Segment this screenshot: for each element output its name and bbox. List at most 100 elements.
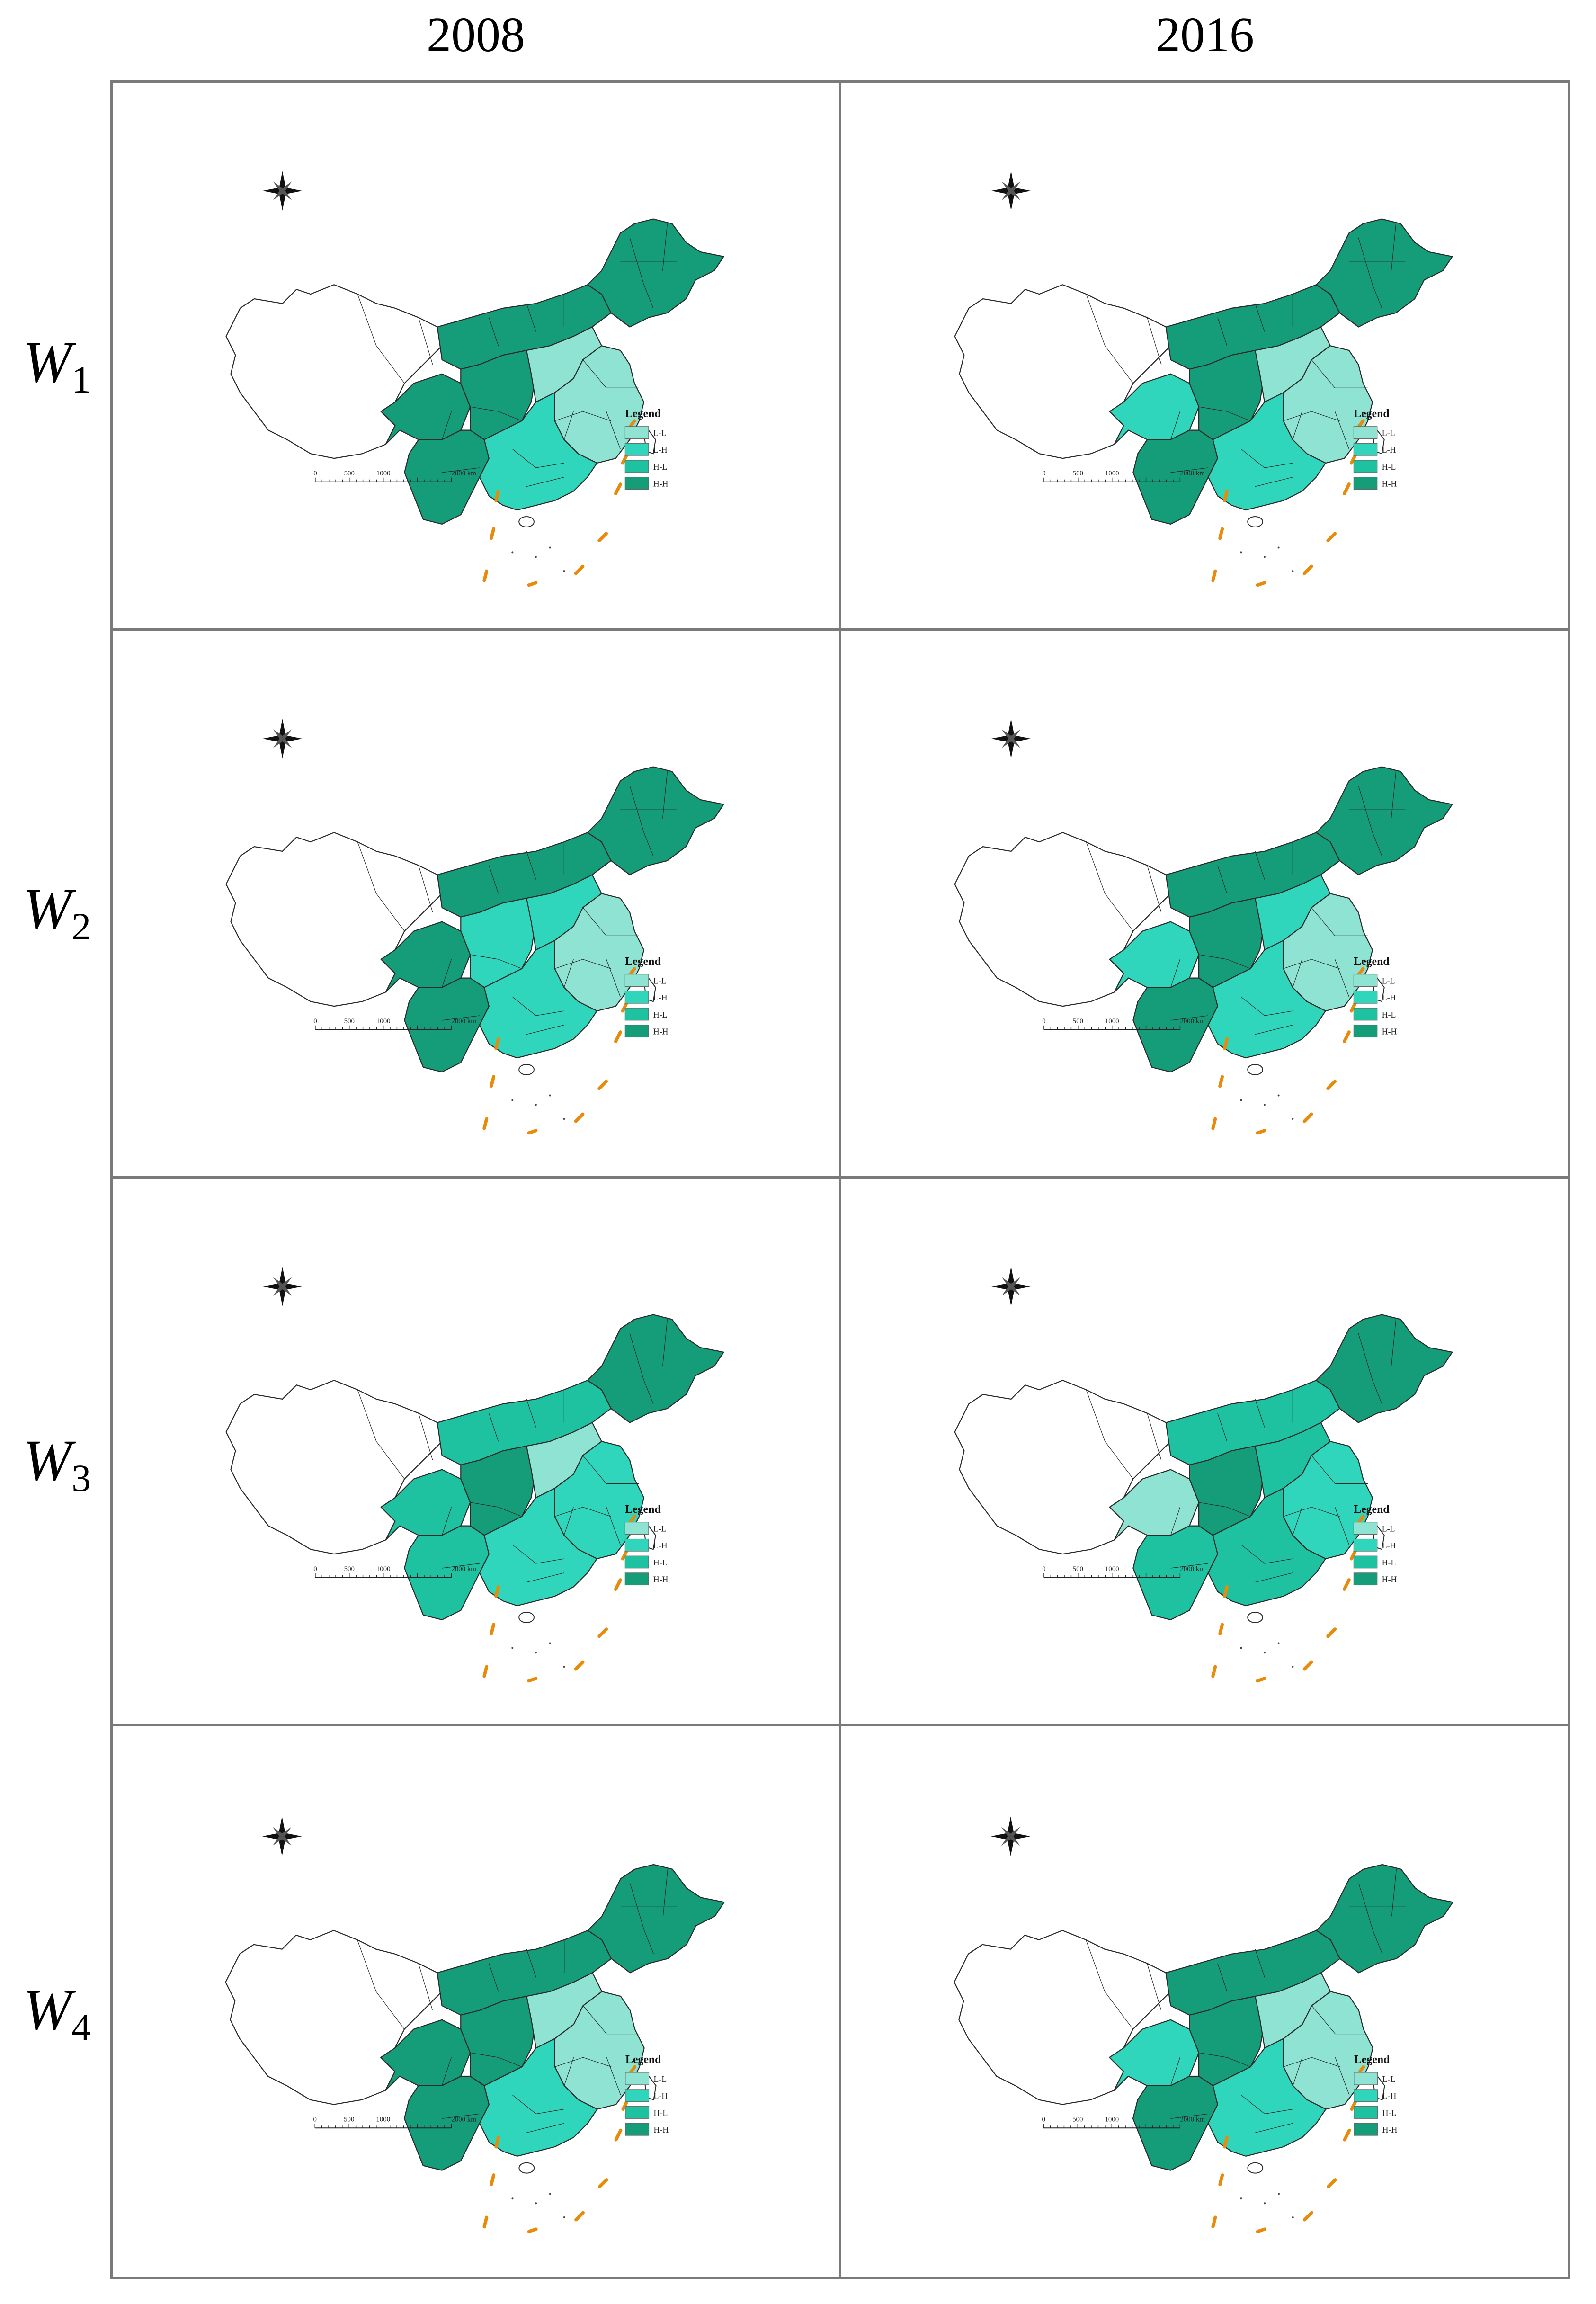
scale-tick-label: 500 [344, 1565, 355, 1573]
nine-dash-segment [1218, 1623, 1224, 1636]
province-boundary [357, 294, 405, 384]
legend-swatch [1353, 443, 1378, 456]
small-island [535, 2202, 537, 2205]
province-boundary [418, 1413, 433, 1461]
legend-item-label: L-L [1382, 1524, 1395, 1534]
small-island [549, 546, 551, 549]
small-island [1240, 2197, 1242, 2200]
nine-dash-segment [597, 1080, 608, 1090]
scale-tick-label: 500 [1073, 1565, 1083, 1573]
map-legend: Legend L-L L-H H-L H-H [1353, 408, 1397, 490]
region-southwest [404, 429, 490, 525]
scale-bar: 0 500 1000 2000 km [1042, 1565, 1205, 1578]
province-boundary [470, 1502, 522, 1517]
province-boundary [582, 1455, 640, 1484]
nine-dash-segment [527, 1677, 538, 1683]
map-panel-w2-2008: 0 500 1000 2000 km Legend L-L L-H H-L H-H [110, 628, 841, 1179]
province-boundary [1217, 1963, 1228, 1992]
province-boundary [1358, 785, 1382, 857]
legend-swatch [624, 974, 649, 987]
scale-tick-label: 2000 km [1180, 1018, 1205, 1025]
scale-tick-label: 2000 km [1180, 1565, 1205, 1573]
region-south [479, 940, 597, 1059]
province-boundary [526, 1025, 564, 1035]
scale-bar: 0 500 1000 2000 km [1042, 1018, 1205, 1030]
province-boundary [1391, 771, 1397, 819]
nine-dash-segment [1326, 2178, 1337, 2188]
legend-item-label: L-H [1382, 1541, 1396, 1550]
legend-item-label: L-H [653, 1541, 668, 1550]
legend-swatch [1353, 1522, 1378, 1535]
map-panel-w2-2016: 0 500 1000 2000 km Legend L-L L-H H-L H-H [839, 628, 1570, 1179]
province-boundary [582, 359, 640, 389]
legend-swatch [624, 1555, 649, 1569]
scale-tick-label: 2000 km [451, 1565, 476, 1573]
region-northeast [1315, 1314, 1453, 1423]
north-arrow-icon [990, 1816, 1031, 1857]
region-southwest [1132, 1525, 1218, 1621]
legend-swatch [1354, 2072, 1378, 2085]
north-arrow-icon [262, 1267, 303, 1306]
province-boundary [1240, 448, 1293, 468]
province-boundary [1255, 851, 1265, 880]
legend-item-label: H-L [653, 1558, 668, 1567]
map-legend: Legend L-L L-H H-L H-H [624, 1503, 669, 1586]
small-island [563, 570, 565, 572]
nine-dash-segment [494, 1037, 500, 1050]
map-panel-w1-2008: 0 500 1000 2000 km Legend L-L L-H H-L H-H [110, 80, 841, 631]
small-island [1263, 1104, 1266, 1106]
nine-dash-segment [1303, 2211, 1314, 2222]
province-boundary [1170, 959, 1181, 988]
province-boundary [563, 1507, 574, 1536]
province-boundary [526, 2123, 564, 2133]
row-header-w1: W1 [23, 330, 91, 401]
legend-title: Legend [625, 956, 660, 968]
scale-tick-label: 0 [313, 2116, 316, 2123]
region-northeast [1315, 218, 1453, 328]
legend-item-label: H-L [653, 1010, 668, 1019]
province-boundary [606, 411, 621, 449]
nine-dash-segment [1256, 1129, 1266, 1135]
nine-dash-segment [1211, 1665, 1217, 1678]
row-header-w4: W4 [23, 1977, 91, 2049]
province-boundary [629, 1333, 654, 1404]
north-arrow-icon [262, 1816, 302, 1857]
legend-title: Legend [625, 2054, 661, 2066]
small-island [535, 1652, 537, 1654]
region-south [1207, 1488, 1326, 1607]
nine-dash-segment [614, 2128, 623, 2142]
legend-swatch [624, 1522, 649, 1535]
row-header-w3: W3 [23, 1428, 91, 1500]
scale-tick-label: 2000 km [451, 1018, 476, 1025]
scale-tick-label: 500 [344, 1018, 355, 1025]
legend-swatch [1353, 1025, 1378, 1038]
province-boundary [1170, 467, 1209, 473]
legend-title: Legend [1354, 408, 1389, 420]
province-boundary [512, 2095, 564, 2115]
province-boundary [1292, 959, 1302, 988]
small-island [1240, 1647, 1242, 1649]
province-boundary [1311, 359, 1368, 389]
region-south [1207, 392, 1326, 511]
nine-dash-segment [494, 1585, 500, 1598]
scale-tick-label: 0 [1042, 2116, 1045, 2123]
province-boundary [1311, 1455, 1368, 1484]
scale-tick-label: 500 [344, 470, 355, 477]
scale-tick-label: 500 [344, 2116, 354, 2123]
legend-item-label: L-L [653, 1524, 667, 1534]
nine-dash-segment [1256, 581, 1266, 587]
province-boundary [554, 1507, 611, 1517]
small-island [511, 2197, 514, 2200]
north-arrow-icon [991, 719, 1031, 759]
province-boundary [1217, 317, 1228, 346]
legend-swatch [1353, 991, 1378, 1004]
map-legend: Legend L-L L-H H-L H-H [625, 2054, 669, 2136]
scale-bar: 0 500 1000 2000 km [313, 2116, 476, 2129]
nine-dash-segment [614, 1578, 622, 1591]
map-canvas: 0 500 1000 2000 km Legend L-L L-H H-L H-H [225, 719, 724, 1135]
province-boundary [1241, 2095, 1293, 2115]
legend-title: Legend [625, 1503, 660, 1516]
nine-dash-segment [614, 1030, 622, 1043]
scale-bar: 0 500 1000 2000 km [1042, 2116, 1205, 2129]
nine-dash-segment [1342, 482, 1351, 495]
